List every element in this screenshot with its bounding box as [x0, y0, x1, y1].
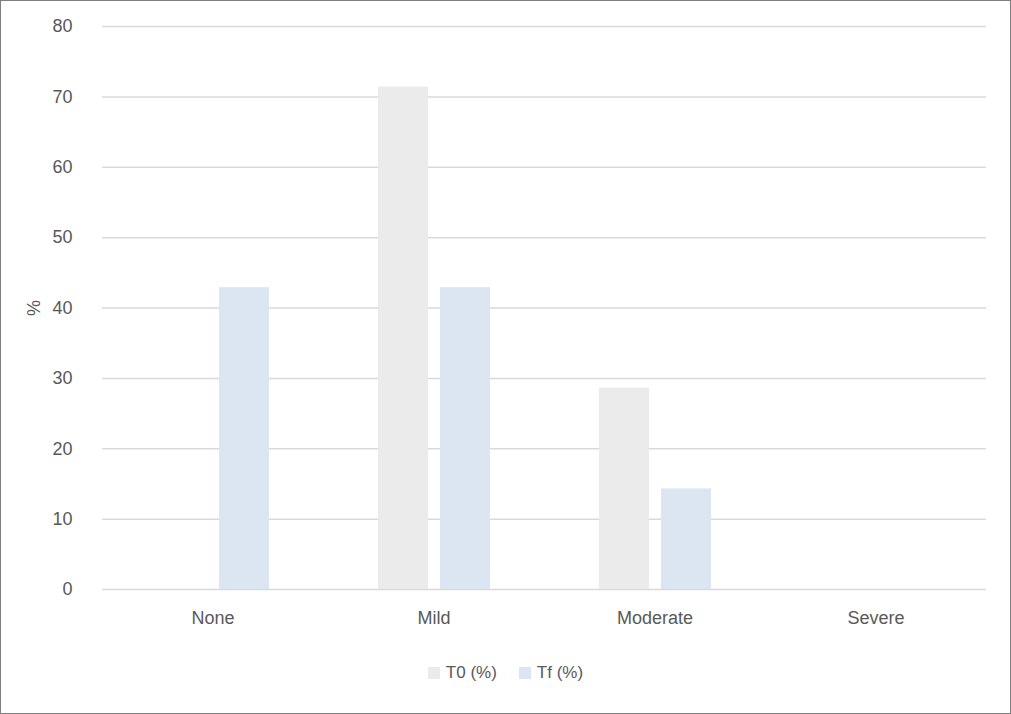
svg-text:Moderate: Moderate	[617, 608, 693, 628]
svg-text:80: 80	[52, 16, 72, 36]
svg-text:10: 10	[52, 509, 72, 529]
svg-text:%: %	[24, 300, 44, 316]
svg-text:20: 20	[52, 439, 72, 459]
svg-text:60: 60	[52, 157, 72, 177]
html-text:T0 (%): T0 (%)	[445, 663, 497, 682]
svg-text:40: 40	[52, 298, 72, 318]
svg-text:Mild: Mild	[417, 608, 450, 628]
svg-text:None: None	[191, 608, 234, 628]
svg-text:0: 0	[62, 579, 72, 599]
html-text:Tf (%): Tf (%)	[536, 663, 584, 682]
svg-text:30: 30	[52, 368, 72, 388]
svg-text:Severe: Severe	[847, 608, 904, 628]
svg-text:70: 70	[52, 87, 72, 107]
svg-text:50: 50	[52, 227, 72, 247]
